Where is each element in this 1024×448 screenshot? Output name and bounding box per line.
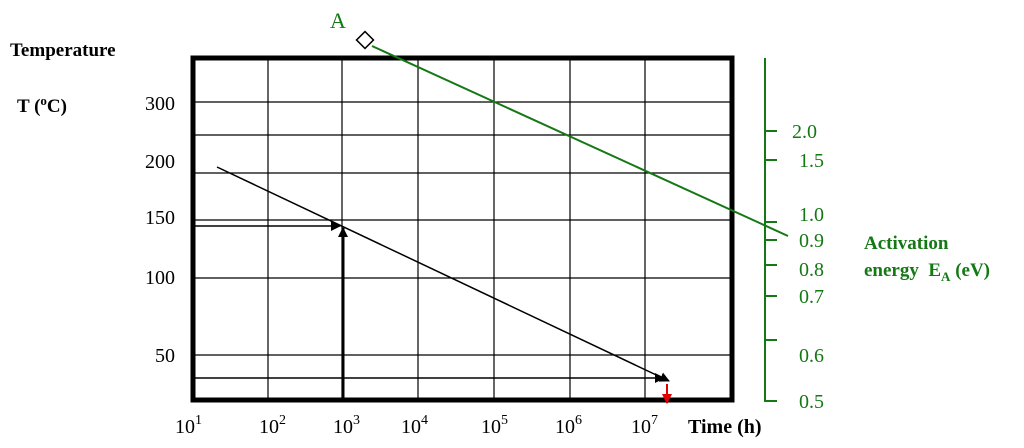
activation-tick-label: 0.7 <box>799 286 824 308</box>
y-tick-label: 100 <box>145 267 175 289</box>
activation-tick-label: 0.8 <box>799 259 824 281</box>
pivot-label: A <box>330 8 346 33</box>
x-tick-label: 105 <box>481 413 508 438</box>
activation-axis-title-line1: Activation <box>864 233 949 254</box>
y-axis-title-line1: Temperature <box>10 40 116 61</box>
plot-frame <box>190 55 735 403</box>
x-tick-label: 103 <box>333 413 360 438</box>
y-tick-label: 50 <box>155 345 175 367</box>
x-tick-label: 101 <box>175 413 202 438</box>
x-tick-label: 104 <box>401 413 428 438</box>
activation-tick-label: 0.9 <box>799 230 824 252</box>
activation-energy-line <box>371 45 789 237</box>
activation-tick-label: 1.0 <box>799 204 824 226</box>
y-tick-label: 150 <box>145 207 175 229</box>
horizontal-grid <box>193 101 732 356</box>
y-axis-title-line2: T (oC) <box>17 93 67 117</box>
activation-tick-label: 0.6 <box>799 345 824 367</box>
x-axis-title: Time (h) <box>688 416 762 438</box>
y-axis-title-prefix: T ( <box>17 96 40 117</box>
x-tick-label: 107 <box>631 413 658 438</box>
activation-axis-title-line2: energy EA (eV) <box>864 260 990 284</box>
activation-energy-axis <box>764 58 777 402</box>
y-axis-title-suffix: C) <box>47 96 67 117</box>
activation-tick-label: 1.5 <box>799 150 824 172</box>
y-tick-label: 200 <box>145 151 175 173</box>
activation-tick-label: 0.5 <box>799 391 824 413</box>
y-axis-title-sup: o <box>40 93 47 108</box>
vertical-grid <box>267 58 646 400</box>
activation-tick-label: 2.0 <box>792 121 817 143</box>
x-tick-label: 106 <box>555 413 582 438</box>
x-tick-label: 102 <box>259 413 286 438</box>
y-tick-label: 300 <box>145 93 175 115</box>
pivot-point-marker <box>355 30 375 50</box>
temperature-time-line <box>216 166 670 382</box>
